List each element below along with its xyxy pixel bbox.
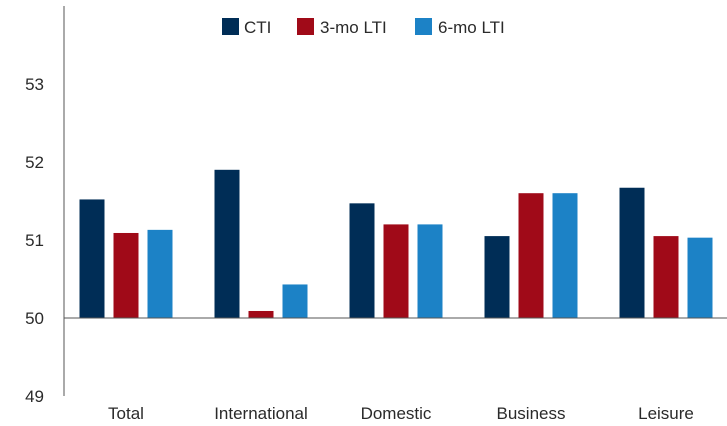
y-tick-label: 51 [25, 231, 44, 250]
bar-group-domestic [349, 203, 443, 318]
legend-swatch [415, 18, 432, 35]
bar-6-mo-lti-domestic [417, 224, 443, 318]
bar-cti-total [79, 199, 105, 318]
x-category-label: Domestic [361, 404, 432, 423]
bar-3-mo-lti-domestic [383, 224, 409, 318]
y-tick-label: 49 [25, 387, 44, 406]
legend-item: 6-mo LTI [415, 18, 505, 37]
bar-cti-international [214, 169, 240, 318]
legend-swatch [297, 18, 314, 35]
y-axis-tick-labels: 49 50 51 52 53 [25, 75, 44, 406]
legend-swatch [222, 18, 239, 35]
legend-label: CTI [244, 18, 271, 37]
bar-3-mo-lti-total [113, 232, 139, 318]
y-tick-label: 50 [25, 309, 44, 328]
bar-cti-leisure [619, 187, 645, 318]
y-tick-label: 53 [25, 75, 44, 94]
x-category-label: Business [497, 404, 566, 423]
bar-3-mo-lti-international [248, 310, 274, 318]
bar-group-international [214, 169, 308, 318]
x-axis-category-labels: Total International Domestic Business Leisur… [108, 404, 694, 423]
chart-legend: CTI 3-mo LTI 6-mo LTI [222, 18, 505, 37]
bar-3-mo-lti-leisure [653, 236, 679, 318]
legend-item: CTI [222, 18, 271, 37]
x-category-label: International [214, 404, 308, 423]
bar-6-mo-lti-business [552, 193, 578, 318]
x-category-label: Leisure [638, 404, 694, 423]
bar-6-mo-lti-total [147, 229, 173, 318]
y-tick-label: 52 [25, 153, 44, 172]
bar-group-total [79, 199, 173, 318]
legend-label: 3-mo LTI [320, 18, 387, 37]
bar-6-mo-lti-international [282, 284, 308, 318]
bar-3-mo-lti-business [518, 193, 544, 318]
x-category-label: Total [108, 404, 144, 423]
legend-item: 3-mo LTI [297, 18, 387, 37]
bar-cti-domestic [349, 203, 375, 318]
bar-series [79, 169, 713, 318]
legend-label: 6-mo LTI [438, 18, 505, 37]
bar-6-mo-lti-leisure [687, 237, 713, 318]
bar-cti-business [484, 236, 510, 318]
bar-group-leisure [619, 187, 713, 318]
bar-group-business [484, 193, 578, 318]
